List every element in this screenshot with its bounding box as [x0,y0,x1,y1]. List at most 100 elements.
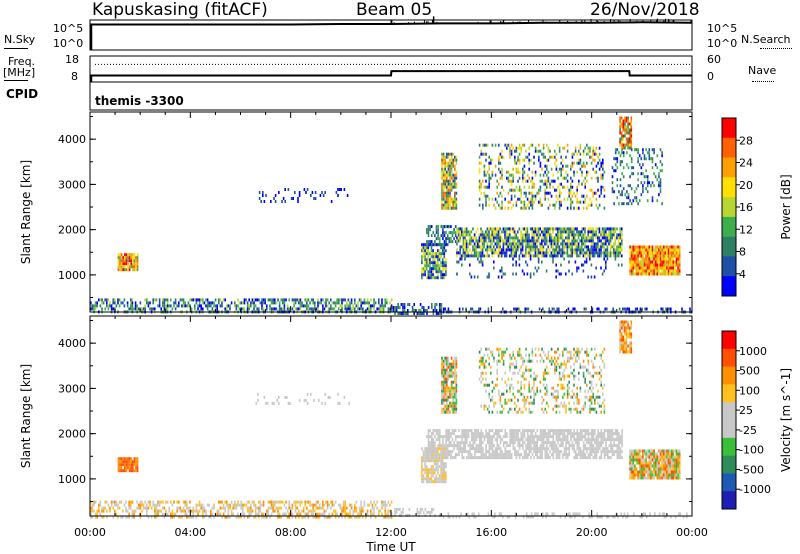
range-cell [626,163,628,167]
range-cell [681,307,683,311]
range-cell [424,453,426,457]
range-cell [441,362,443,366]
range-cell [455,170,458,174]
range-cell [440,234,443,238]
range-cell [101,307,103,311]
range-cell [634,248,636,252]
range-cell [262,515,265,519]
range-cell [554,188,556,192]
range-cell [470,239,473,243]
range-cell [538,200,540,204]
range-cell [640,269,643,273]
range-cell [133,265,136,269]
range-cell [176,509,178,513]
range-cell [462,239,465,243]
range-cell [454,240,457,244]
range-cell [507,227,509,231]
range-cell [587,245,589,249]
range-cell [504,272,506,276]
range-cell [426,309,428,312]
range-cell [504,242,506,246]
range-cell [497,230,500,234]
range-cell [529,251,532,255]
range-cell [448,444,451,448]
range-cell [158,500,161,504]
range-cell [445,474,447,478]
range-cell [427,273,430,277]
range-cell [444,377,446,381]
range-cell [496,432,499,436]
range-cell [127,457,129,461]
range-cell [579,251,581,255]
range-cell [513,254,516,258]
range-cell [478,161,481,165]
range-cell [362,506,364,510]
range-cell [301,301,303,305]
range-cell [430,435,433,439]
range-cell [501,200,503,204]
range-cell [526,432,529,436]
range-cell [544,164,546,168]
range-cell [304,500,306,504]
range-cell [595,170,598,174]
range-cell [491,441,494,445]
range-cell [582,263,585,267]
range-cell [452,185,454,189]
range-cell [266,515,268,519]
range-cell [323,307,326,311]
range-cell [525,194,527,198]
range-cell [440,306,443,309]
range-cell [324,191,326,194]
range-cell [117,298,119,302]
range-cell [298,509,300,513]
range-cell [429,480,431,484]
range-cell [622,515,624,519]
range-cell [613,233,615,237]
range-cell [432,444,435,448]
range-cell [337,392,339,396]
range-cell [114,298,116,302]
range-cell [496,429,499,433]
range-cell [622,122,625,126]
range-cell [637,260,639,264]
range-cell [619,236,621,240]
range-cell [485,158,487,162]
range-cell [128,512,130,516]
range-cell [462,447,465,451]
range-cell [624,122,626,126]
range-cell [481,263,484,267]
range-cell [269,307,271,311]
range-cell [125,500,127,504]
range-cell [118,304,121,308]
range-cell [555,233,557,237]
range-cell [442,237,444,241]
range-cell [504,233,506,237]
range-cell [474,515,477,519]
range-cell [421,477,423,481]
range-cell [438,477,441,481]
range-cell [459,233,461,237]
range-cell [577,230,580,234]
range-cell [439,306,441,309]
range-cell [566,173,569,177]
range-cell [318,503,321,507]
range-cell [130,307,132,311]
range-cell [277,298,279,302]
range-cell [574,245,577,249]
range-cell [480,450,483,454]
range-cell [430,273,433,277]
range-cell [275,506,278,510]
range-cell [330,506,332,510]
range-cell [475,447,478,451]
range-cell [635,199,638,203]
range-cell [534,194,537,198]
range-cell [117,262,120,266]
range-cell [424,477,426,481]
range-cell [526,263,529,267]
range-cell [326,298,329,302]
range-cell [579,146,582,150]
range-cell [513,230,516,234]
range-cell [363,298,366,302]
range-cell [587,227,589,231]
range-cell [558,188,561,192]
